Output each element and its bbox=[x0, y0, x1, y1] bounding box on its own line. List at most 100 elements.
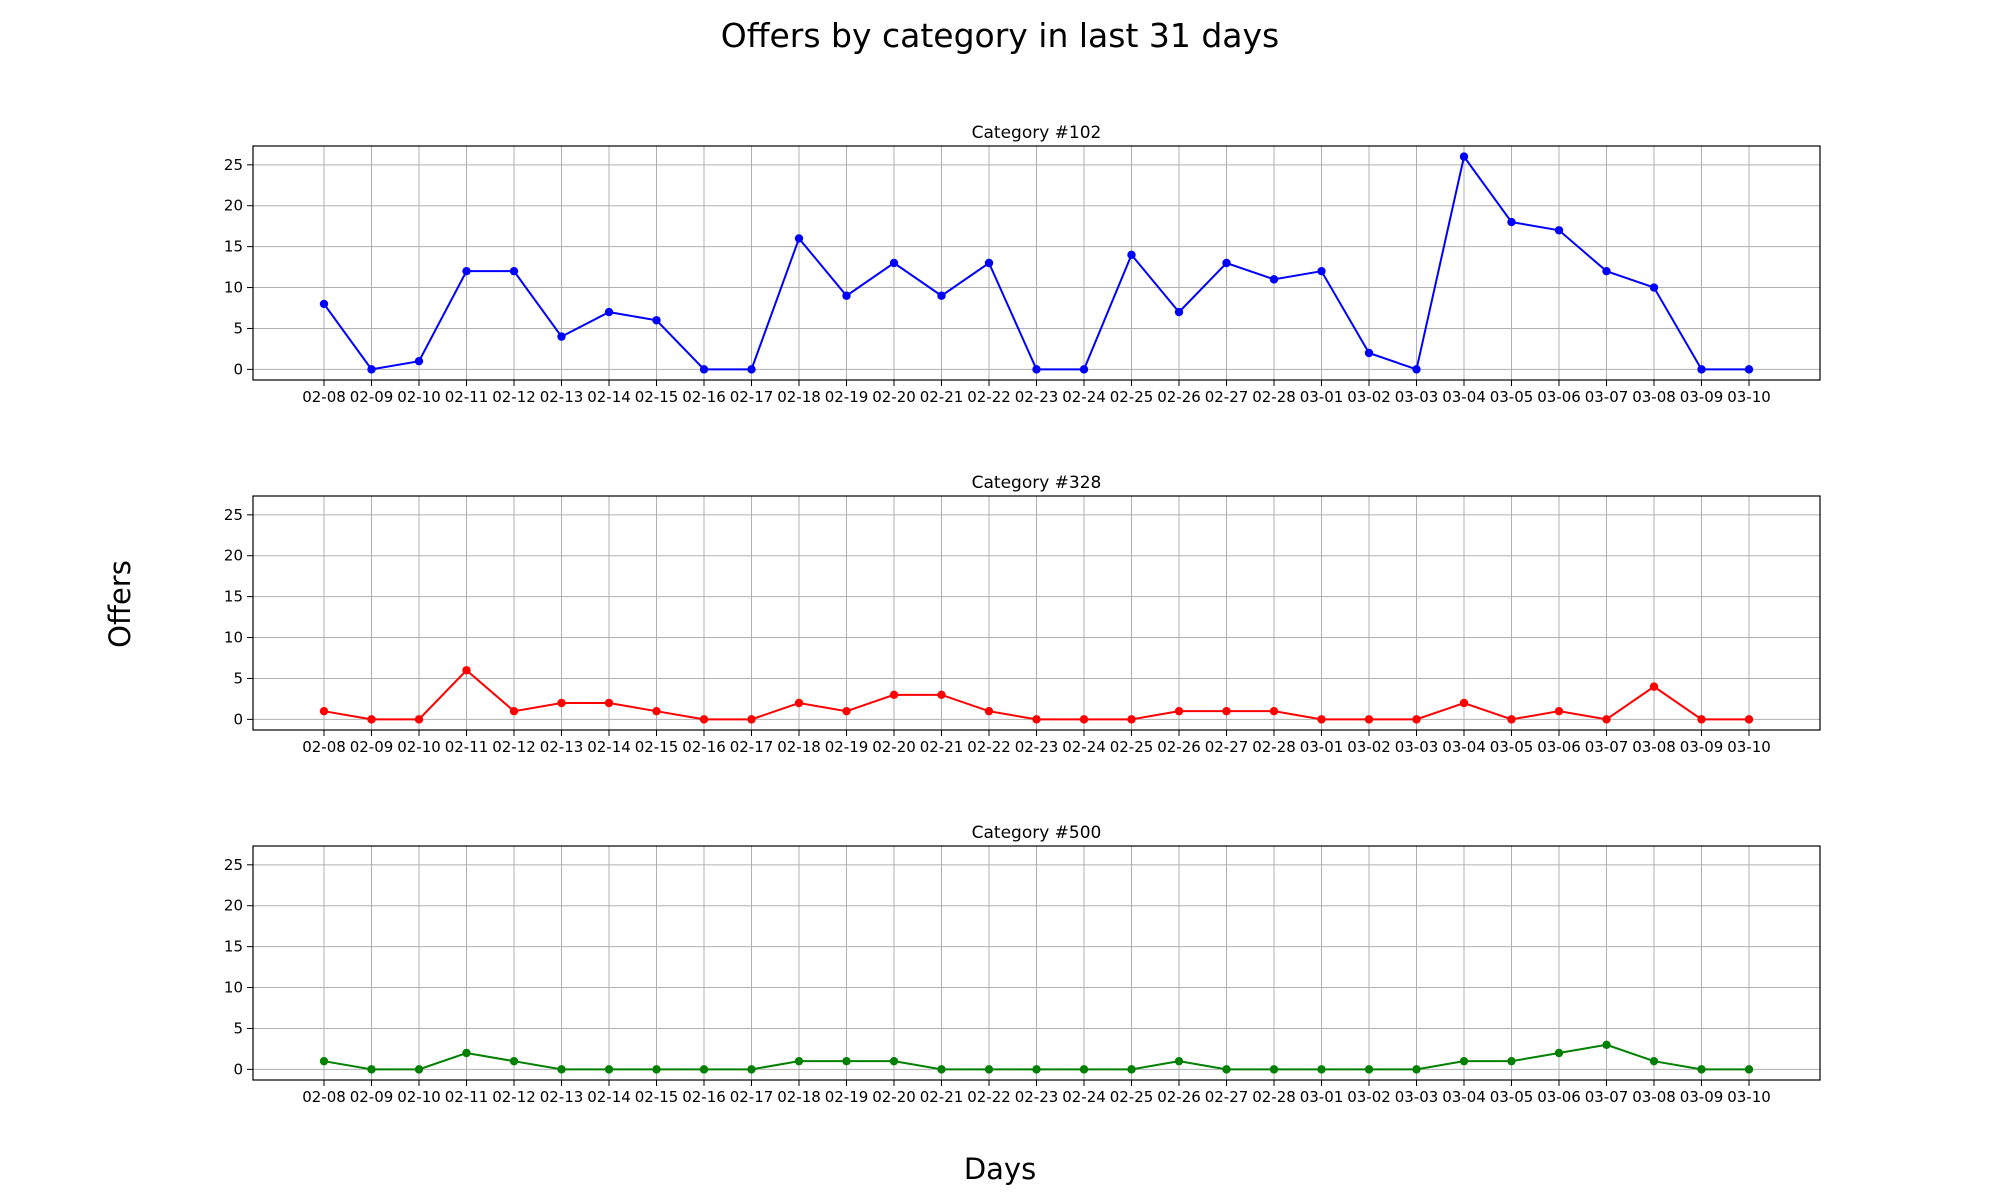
data-point bbox=[1602, 715, 1611, 724]
x-tick-label: 02-14 bbox=[587, 738, 631, 756]
data-point bbox=[1222, 706, 1231, 716]
x-tick-label: 03-05 bbox=[1490, 388, 1534, 406]
x-tick-label: 02-11 bbox=[445, 1088, 489, 1106]
data-point bbox=[557, 332, 566, 341]
data-point bbox=[1174, 1056, 1184, 1066]
data-point bbox=[1697, 715, 1706, 724]
y-tick-label: 20 bbox=[224, 897, 243, 915]
x-tick-label: 03-06 bbox=[1537, 1088, 1581, 1106]
y-tick-label: 5 bbox=[233, 1019, 243, 1037]
data-point bbox=[367, 715, 376, 724]
x-tick-label: 03-03 bbox=[1395, 1088, 1439, 1106]
x-tick-label: 02-25 bbox=[1110, 738, 1154, 756]
x-tick-label: 03-02 bbox=[1347, 388, 1391, 406]
x-tick-label: 03-04 bbox=[1442, 738, 1486, 756]
x-tick-label: 02-15 bbox=[635, 738, 679, 756]
data-point bbox=[794, 698, 804, 708]
data-point bbox=[1269, 706, 1279, 716]
data-point bbox=[1744, 1065, 1754, 1074]
subplot-title: Category #102 bbox=[972, 123, 1102, 143]
y-tick-label: 25 bbox=[224, 506, 243, 524]
data-point bbox=[699, 1065, 709, 1074]
y-tick-label: 15 bbox=[224, 588, 243, 606]
data-point bbox=[319, 706, 329, 716]
data-point bbox=[889, 1056, 899, 1066]
x-tick-label: 02-12 bbox=[492, 388, 536, 406]
x-tick-label: 02-11 bbox=[445, 388, 489, 406]
x-tick-label: 02-20 bbox=[872, 388, 916, 406]
x-tick-label: 02-19 bbox=[825, 738, 869, 756]
x-tick-label: 03-07 bbox=[1585, 738, 1629, 756]
data-point bbox=[1602, 1040, 1611, 1050]
data-point bbox=[1554, 226, 1564, 235]
x-tick-label: 03-06 bbox=[1537, 738, 1581, 756]
x-tick-label: 03-03 bbox=[1395, 738, 1439, 756]
y-tick-label: 10 bbox=[224, 629, 243, 647]
x-tick-label: 02-08 bbox=[302, 1088, 346, 1106]
x-axis-title: Days bbox=[963, 1152, 1037, 1186]
y-tick-label: 5 bbox=[233, 669, 243, 687]
data-point bbox=[604, 698, 614, 708]
x-tick-label: 02-28 bbox=[1252, 388, 1296, 406]
x-tick-label: 03-10 bbox=[1727, 388, 1771, 406]
data-point bbox=[747, 365, 756, 374]
data-point bbox=[1412, 365, 1421, 374]
x-tick-label: 02-20 bbox=[872, 1088, 916, 1106]
data-point bbox=[1269, 1065, 1279, 1074]
x-tick-label: 03-02 bbox=[1347, 738, 1391, 756]
data-point bbox=[509, 1056, 519, 1066]
x-tick-label: 02-18 bbox=[777, 738, 821, 756]
x-tick-label: 02-15 bbox=[635, 1088, 679, 1106]
y-tick-label: 15 bbox=[224, 238, 243, 256]
data-point bbox=[937, 690, 946, 700]
x-tick-label: 02-11 bbox=[445, 738, 489, 756]
x-tick-label: 03-10 bbox=[1727, 738, 1771, 756]
data-point bbox=[652, 1065, 661, 1074]
x-tick-label: 02-10 bbox=[397, 388, 441, 406]
data-point bbox=[1744, 365, 1754, 374]
x-tick-label: 02-26 bbox=[1157, 738, 1201, 756]
x-tick-label: 02-26 bbox=[1157, 388, 1201, 406]
x-tick-label: 02-22 bbox=[967, 1088, 1011, 1106]
data-point bbox=[462, 266, 471, 276]
data-point bbox=[1174, 307, 1184, 317]
y-tick-label: 5 bbox=[233, 319, 243, 337]
data-point bbox=[1649, 682, 1659, 691]
y-tick-label: 25 bbox=[224, 856, 243, 874]
data-point bbox=[794, 1056, 804, 1066]
data-point bbox=[1079, 715, 1089, 724]
x-tick-label: 02-27 bbox=[1205, 388, 1249, 406]
x-tick-label: 02-25 bbox=[1110, 1088, 1154, 1106]
x-tick-label: 02-10 bbox=[397, 738, 441, 756]
data-point bbox=[1364, 715, 1374, 724]
x-tick-label: 02-16 bbox=[682, 1088, 726, 1106]
data-point bbox=[1079, 1065, 1089, 1074]
data-point bbox=[1459, 698, 1469, 708]
data-point bbox=[1269, 275, 1279, 284]
data-point bbox=[462, 666, 471, 675]
data-point bbox=[984, 258, 994, 268]
x-tick-label: 03-05 bbox=[1490, 738, 1534, 756]
x-tick-label: 03-07 bbox=[1585, 388, 1629, 406]
data-point bbox=[1317, 1065, 1326, 1074]
x-tick-label: 02-23 bbox=[1015, 738, 1059, 756]
data-point bbox=[604, 307, 614, 317]
data-point bbox=[1507, 715, 1516, 724]
data-point bbox=[1697, 1065, 1706, 1074]
data-point bbox=[319, 1056, 329, 1066]
x-tick-label: 02-19 bbox=[825, 1088, 869, 1106]
x-tick-label: 02-24 bbox=[1062, 738, 1106, 756]
y-tick-label: 0 bbox=[233, 360, 243, 378]
x-tick-label: 02-17 bbox=[730, 1088, 774, 1106]
x-tick-label: 02-09 bbox=[350, 388, 394, 406]
y-tick-label: 10 bbox=[224, 979, 243, 997]
x-tick-label: 02-23 bbox=[1015, 1088, 1059, 1106]
y-tick-label: 0 bbox=[233, 1060, 243, 1078]
data-point bbox=[1412, 715, 1421, 724]
y-tick-label: 20 bbox=[224, 197, 243, 215]
x-tick-label: 03-09 bbox=[1680, 738, 1724, 756]
data-point bbox=[1459, 152, 1469, 161]
y-tick-label: 0 bbox=[233, 710, 243, 728]
x-tick-label: 03-08 bbox=[1632, 388, 1676, 406]
data-point bbox=[1602, 266, 1611, 276]
